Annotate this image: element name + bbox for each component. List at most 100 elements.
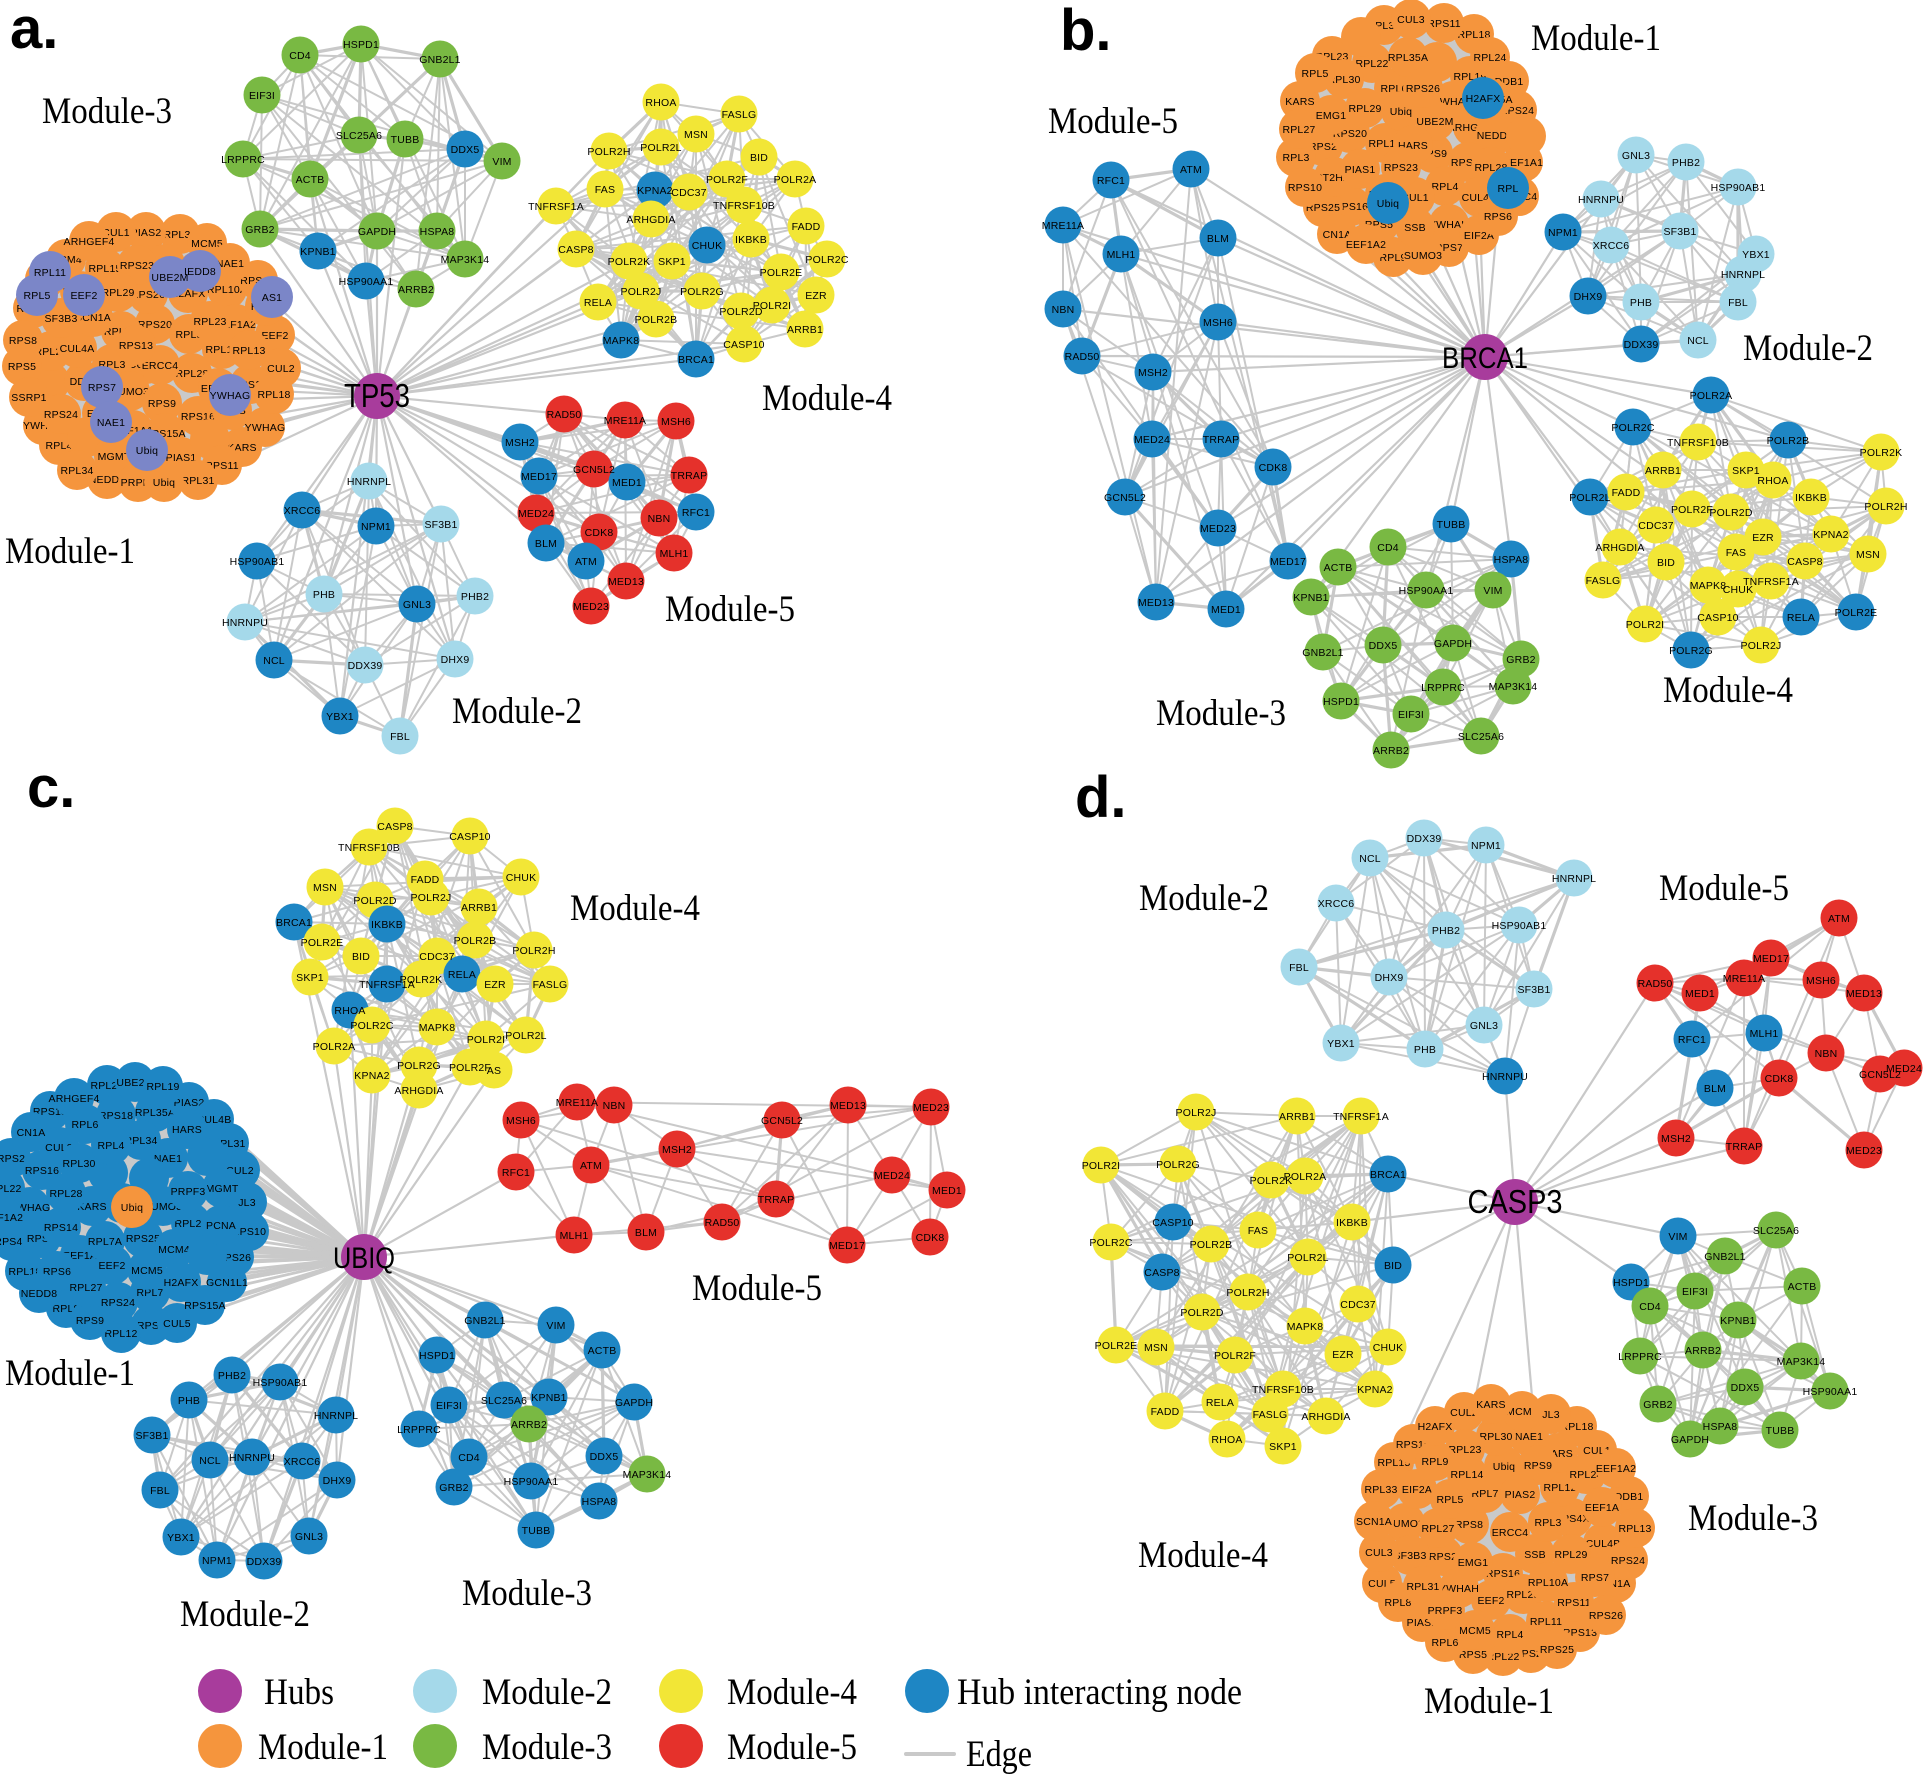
svg-text:PRPF3: PRPF3 — [1428, 1605, 1463, 1617]
svg-text:HSP90AA1: HSP90AA1 — [504, 1476, 559, 1488]
svg-text:TNFRSF1A: TNFRSF1A — [1743, 576, 1799, 588]
svg-text:FBL: FBL — [1728, 297, 1748, 309]
svg-text:Ubiq: Ubiq — [1390, 106, 1412, 118]
svg-text:MCM5: MCM5 — [1459, 1625, 1491, 1637]
svg-text:KPNB1: KPNB1 — [300, 246, 335, 258]
svg-text:BID: BID — [1657, 557, 1675, 569]
svg-text:EEF2: EEF2 — [70, 290, 97, 302]
svg-text:MSH2: MSH2 — [1138, 367, 1168, 379]
svg-text:LRPPRC: LRPPRC — [221, 154, 265, 166]
svg-text:DDX5: DDX5 — [1731, 1382, 1760, 1394]
svg-text:CD4: CD4 — [1639, 1301, 1661, 1313]
svg-text:MAP3K14: MAP3K14 — [1489, 681, 1538, 693]
svg-text:Module-4: Module-4 — [570, 888, 700, 929]
svg-text:RPL24: RPL24 — [174, 1218, 207, 1230]
svg-text:HNRNPL: HNRNPL — [1552, 873, 1596, 885]
svg-text:GNB2L1: GNB2L1 — [464, 1315, 505, 1327]
svg-text:RHOA: RHOA — [645, 97, 676, 109]
svg-text:POLR2E: POLR2E — [301, 937, 344, 949]
svg-text:YWHAH: YWHAH — [1429, 219, 1469, 231]
svg-text:MED17: MED17 — [1270, 556, 1306, 568]
svg-text:HSPA8: HSPA8 — [420, 226, 455, 238]
svg-text:POLR2K: POLR2K — [608, 256, 651, 268]
svg-text:POLR2K: POLR2K — [1250, 1175, 1293, 1187]
svg-text:ARRB1: ARRB1 — [1279, 1111, 1315, 1123]
svg-text:TUBB: TUBB — [1437, 519, 1466, 531]
svg-text:HNRNPU: HNRNPU — [229, 1452, 275, 1464]
svg-text:VIM: VIM — [546, 1320, 565, 1332]
svg-text:MED24: MED24 — [1134, 434, 1170, 446]
svg-text:GCN5L2: GCN5L2 — [761, 1115, 803, 1127]
svg-text:GCN5L2: GCN5L2 — [1104, 492, 1146, 504]
svg-text:CASP3: CASP3 — [1468, 1183, 1563, 1220]
svg-text:RPS11: RPS11 — [1557, 1597, 1591, 1609]
svg-text:ARHGDIA: ARHGDIA — [1301, 1411, 1350, 1423]
svg-text:NPM1: NPM1 — [1548, 227, 1578, 239]
svg-text:GCN5L2: GCN5L2 — [573, 464, 615, 476]
svg-text:POLR2H: POLR2H — [1864, 501, 1907, 513]
svg-text:NAE1: NAE1 — [1515, 1431, 1543, 1443]
svg-text:YWHAG: YWHAG — [210, 390, 251, 402]
svg-text:PIAS1: PIAS1 — [1345, 164, 1376, 176]
svg-text:RPL35A: RPL35A — [135, 1107, 175, 1119]
svg-text:RAD50: RAD50 — [1065, 351, 1100, 363]
svg-text:RPL15: RPL15 — [88, 263, 121, 275]
svg-text:RPS2: RPS2 — [0, 1153, 25, 1165]
svg-text:POLR2L: POLR2L — [505, 1030, 546, 1042]
svg-text:MCM5: MCM5 — [191, 238, 223, 250]
svg-text:MLH1: MLH1 — [660, 548, 689, 560]
svg-text:TNFRSF10B: TNFRSF10B — [1667, 437, 1729, 449]
svg-text:BLM: BLM — [1207, 233, 1229, 245]
svg-text:GNL3: GNL3 — [1470, 1020, 1498, 1032]
svg-text:MLH1: MLH1 — [560, 1230, 589, 1242]
svg-text:IKBKB: IKBKB — [371, 919, 403, 931]
svg-text:FAS: FAS — [1248, 1225, 1268, 1237]
svg-text:MED1: MED1 — [612, 477, 642, 489]
svg-text:MRE11A: MRE11A — [1042, 220, 1084, 232]
svg-text:RPL8: RPL8 — [1384, 1597, 1411, 1609]
svg-text:BRCA1: BRCA1 — [276, 917, 312, 929]
svg-text:c.: c. — [27, 755, 75, 820]
svg-text:Module-4: Module-4 — [1663, 670, 1793, 711]
svg-text:RELA: RELA — [584, 297, 612, 309]
svg-text:MAPK8: MAPK8 — [1690, 580, 1727, 592]
svg-text:GNB2L1: GNB2L1 — [1302, 647, 1343, 659]
svg-text:RPS5: RPS5 — [8, 361, 36, 373]
svg-text:MED17: MED17 — [1753, 953, 1789, 965]
svg-text:GAPDH: GAPDH — [358, 226, 396, 238]
svg-text:RPL30: RPL30 — [1479, 1431, 1512, 1443]
svg-text:RPS2: RPS2 — [1309, 141, 1337, 153]
svg-text:RPL27: RPL27 — [1421, 1523, 1454, 1535]
svg-text:EEF1A2: EEF1A2 — [1346, 239, 1386, 251]
svg-text:RPS26: RPS26 — [1406, 83, 1440, 95]
svg-text:POLR2F: POLR2F — [1671, 504, 1713, 516]
svg-text:MSH2: MSH2 — [1661, 1133, 1691, 1145]
svg-text:H2AFX: H2AFX — [164, 1277, 199, 1289]
svg-text:NCL: NCL — [1359, 853, 1381, 865]
svg-text:PRPF3: PRPF3 — [171, 1186, 206, 1198]
svg-text:KPNB1: KPNB1 — [531, 1392, 566, 1404]
svg-text:RPL4: RPL4 — [1496, 1629, 1523, 1641]
svg-text:RPL6: RPL6 — [1431, 1637, 1458, 1649]
svg-text:SKP1: SKP1 — [1269, 1441, 1297, 1453]
svg-text:RPL4: RPL4 — [97, 1140, 124, 1152]
svg-text:RPL: RPL — [1497, 183, 1518, 195]
svg-text:RPS23: RPS23 — [1384, 162, 1418, 174]
svg-text:POLR2K: POLR2K — [400, 974, 443, 986]
svg-text:NPM1: NPM1 — [202, 1555, 232, 1567]
svg-text:VIM: VIM — [492, 156, 511, 168]
svg-text:SCN1A: SCN1A — [1356, 1516, 1392, 1528]
svg-text:RPS7: RPS7 — [88, 382, 116, 394]
svg-text:RPL12: RPL12 — [104, 1328, 137, 1340]
svg-text:GRB2: GRB2 — [1506, 654, 1535, 666]
svg-text:RPS8: RPS8 — [1455, 1519, 1483, 1531]
svg-text:RPL4: RPL4 — [1431, 181, 1458, 193]
svg-text:RPL9: RPL9 — [1379, 252, 1406, 264]
svg-text:EZR: EZR — [805, 290, 827, 302]
svg-text:GNL3: GNL3 — [1622, 150, 1650, 162]
svg-text:RPS9: RPS9 — [76, 1315, 104, 1327]
svg-text:NEDD8: NEDD8 — [89, 474, 126, 486]
svg-text:H2AFX: H2AFX — [1418, 1421, 1453, 1433]
svg-text:RPL3: RPL3 — [1282, 152, 1309, 164]
svg-text:DDX5: DDX5 — [451, 144, 480, 156]
